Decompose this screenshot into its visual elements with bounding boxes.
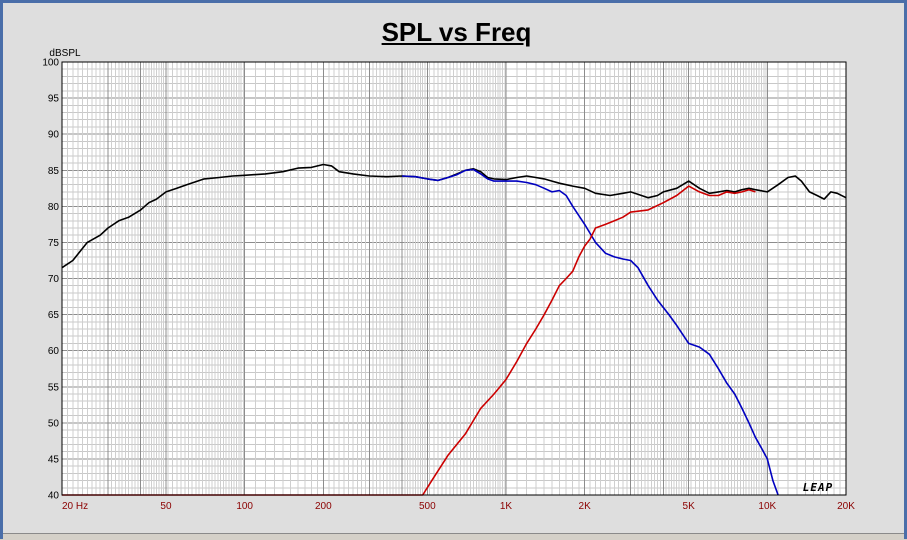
series-line-2 [401, 168, 779, 496]
x-tick-label: 200 [315, 501, 332, 512]
y-tick-label: 90 [48, 130, 60, 141]
series-line-1 [61, 163, 847, 269]
y-tick-label: 100 [42, 58, 59, 69]
plot-border [61, 61, 847, 496]
x-tick-labels: 20 Hz 50 100 200 500 1K 2K 5K 10K 20K [62, 501, 855, 512]
y-tick-label: 75 [48, 238, 60, 249]
x-tick-label: 20K [837, 501, 855, 512]
series-lines [61, 163, 847, 496]
y-tick-label: 45 [48, 454, 60, 465]
series-line-3 [62, 185, 756, 496]
y-tick-label: 50 [48, 418, 60, 429]
y-tick-label: 80 [48, 202, 60, 213]
x-tick-label: 500 [419, 501, 436, 512]
y-tick-label: 70 [48, 274, 60, 285]
leap-logo: LEAP [803, 481, 834, 494]
x-tick-label: 2K [579, 501, 592, 512]
x-tick-label: 20 Hz [62, 501, 88, 512]
x-tick-label: 10K [758, 501, 776, 512]
chart-title: SPL vs Freq [381, 17, 532, 47]
y-tick-label: 65 [48, 310, 60, 321]
y-tick-labels: 100 95 90 85 80 75 70 65 60 55 50 45 40 [42, 58, 59, 502]
x-tick-label: 100 [236, 501, 253, 512]
y-tick-label: 60 [48, 346, 60, 357]
x-tick-label: 50 [160, 501, 172, 512]
bottom-strip [3, 533, 904, 540]
y-axis-label: dBSPL [49, 48, 81, 59]
y-tick-label: 55 [48, 382, 60, 393]
y-tick-label: 95 [48, 94, 60, 105]
x-tick-label: 1K [500, 501, 513, 512]
y-tick-label: 85 [48, 166, 60, 177]
grid [62, 62, 846, 495]
y-tick-label: 40 [48, 491, 60, 502]
x-tick-label: 5K [683, 501, 696, 512]
